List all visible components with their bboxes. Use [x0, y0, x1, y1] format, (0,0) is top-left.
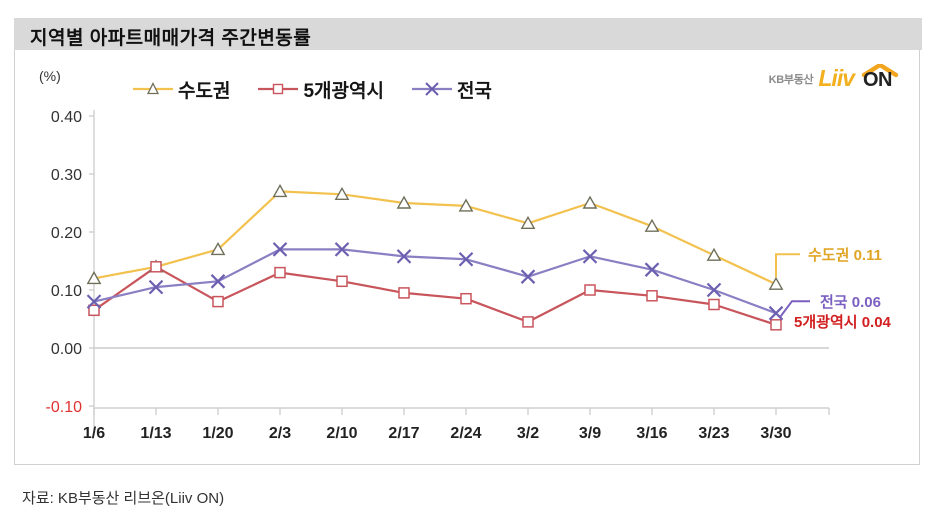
- y-tick-label: -0.10: [46, 399, 83, 416]
- series-line-square: [93, 265, 777, 326]
- data-point-marker: [396, 195, 412, 209]
- data-point-marker: [584, 284, 596, 296]
- data-point-marker: [646, 290, 658, 302]
- data-point-marker: [768, 305, 784, 321]
- data-point-marker: [644, 262, 660, 277]
- x-tick-label: 3/16: [636, 425, 667, 442]
- x-tick-label: 1/20: [202, 425, 233, 442]
- brand-kb-label: KB부동산: [768, 74, 814, 86]
- data-point-marker: [520, 269, 536, 284]
- data-point-marker: [150, 261, 162, 273]
- y-tick-label: 0.10: [51, 283, 82, 300]
- y-tick-label: 0.30: [51, 167, 82, 184]
- y-tick-label: 0.40: [51, 109, 82, 126]
- data-point-marker: [770, 319, 782, 331]
- data-point-marker: [398, 287, 410, 299]
- legend-item-5gwangyeoksi[interactable]: 5개광역시: [258, 76, 384, 103]
- data-point-marker: [582, 249, 598, 264]
- plot-area: 0.40 0.30 0.20 0.10 0.00 -0.10 1/6 1/13 1/20 2/3 2…: [15, 50, 921, 465]
- annotation-label-sudogwon: 수도권 0.11: [808, 246, 882, 264]
- x-tick-label: 3/23: [698, 425, 729, 442]
- data-point-marker: [272, 242, 288, 257]
- data-point-marker: [210, 241, 226, 256]
- data-point-marker: [644, 218, 660, 232]
- legend-item-jeonguk[interactable]: 전국: [411, 76, 492, 103]
- chart-panel: (%) 수도권 5개광역시: [14, 50, 920, 465]
- line-chart-svg: 0.40 0.30 0.20 0.10 0.00 -0.101/6 1/13 1/20 2/3 2…: [46, 109, 892, 442]
- data-point-marker: [148, 279, 164, 295]
- legend-label-jeonguk: 전국: [456, 80, 492, 102]
- data-point-marker: [706, 247, 722, 261]
- data-point-marker: [274, 266, 286, 279]
- legend-label-5gwangyeoksi: 5개광역시: [303, 80, 384, 102]
- x-tick-label: 3/9: [579, 425, 601, 442]
- chart-legend: 수도권 5개광역시: [133, 75, 492, 103]
- x-tick-label: 2/17: [388, 425, 419, 442]
- house-roof-icon: [861, 64, 899, 78]
- header-bar: 지역별 아파트매매가격 주간변동률: [14, 18, 922, 50]
- annotation-label-5gwangyeoksi: 5개광역시 0.04: [794, 313, 892, 331]
- series-line-triangle: [93, 190, 777, 286]
- data-point-marker: [272, 183, 288, 198]
- brand-liiv-label: Liiv: [818, 65, 855, 91]
- data-point-marker: [86, 270, 102, 285]
- y-axis-unit-label: (%): [39, 68, 61, 84]
- legend-item-sudogwon[interactable]: 수도권: [133, 76, 230, 103]
- cross-marker-icon: [411, 80, 452, 98]
- data-point-marker: [210, 274, 226, 289]
- page-title: 지역별 아파트매매가격 주간변동률: [30, 28, 312, 49]
- data-point-marker: [334, 242, 350, 257]
- data-point-marker: [334, 186, 350, 201]
- y-tick-label: 0.00: [51, 341, 82, 358]
- data-point-marker: [706, 282, 722, 298]
- x-tick-label: 2/24: [450, 425, 481, 442]
- square-marker-icon: [258, 80, 299, 98]
- data-point-marker: [336, 275, 348, 288]
- triangle-marker-icon: [133, 80, 173, 98]
- series-line-cross: [93, 248, 777, 315]
- data-point-marker: [460, 292, 472, 305]
- brand-on-wrap: ON: [859, 64, 903, 90]
- data-point-marker: [88, 304, 100, 317]
- data-point-marker: [458, 251, 474, 267]
- data-point-marker: [708, 298, 720, 311]
- y-tick-label: 0.20: [51, 225, 82, 242]
- data-point-marker: [582, 195, 598, 209]
- data-point-marker: [522, 316, 534, 328]
- kb-liiv-on-logo: KB부동산 Liiv ON: [769, 64, 903, 90]
- data-point-marker: [520, 215, 536, 230]
- data-point-marker: [86, 294, 102, 309]
- data-point-marker: [396, 249, 412, 264]
- x-tick-label: 2/3: [269, 425, 291, 442]
- x-tick-label: 1/6: [83, 425, 105, 442]
- annotation-leader-sudogwon: [775, 253, 800, 278]
- annotation-leader-jeonguk: [779, 300, 810, 318]
- brand-on-label: ON: [863, 69, 893, 91]
- x-tick-label: 3/2: [517, 425, 539, 442]
- source-note: 자료: KB부동산 리브온(Liiv ON): [22, 490, 225, 507]
- data-point-marker: [212, 295, 224, 308]
- data-point-marker: [768, 276, 784, 290]
- annotation-label-jeonguk: 전국 0.06: [820, 294, 881, 311]
- data-point-marker: [458, 198, 474, 212]
- x-tick-label: 3/30: [760, 425, 791, 442]
- x-tick-label: 1/13: [140, 425, 171, 442]
- legend-label-sudogwon: 수도권: [178, 80, 231, 102]
- x-tick-label: 2/10: [326, 425, 357, 442]
